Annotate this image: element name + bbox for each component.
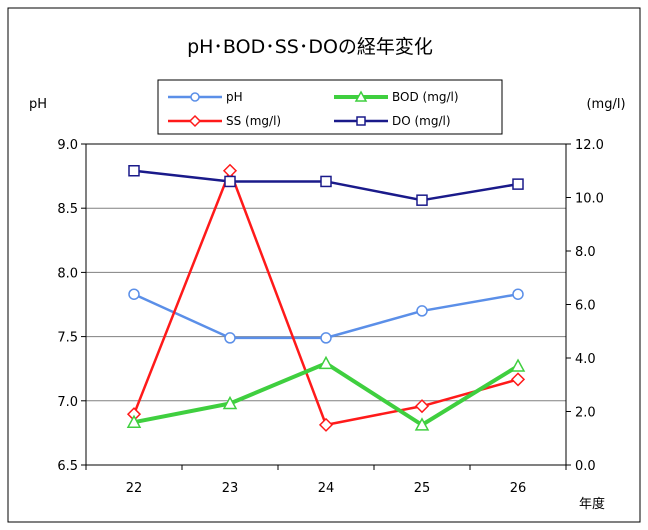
right-tick-label: 6.0 [575,299,596,314]
left-tick-label: 8.5 [57,202,78,217]
bod-point [126,414,142,428]
right-tick-label: 12.0 [575,138,604,153]
left-tick-label: 7.0 [57,395,78,410]
x-tick-label: 23 [222,481,239,496]
ph-point [224,332,236,344]
x-tick-label: 24 [318,481,335,496]
ph-point [128,288,140,300]
ph-point [320,332,332,344]
right-tick-label: 4.0 [575,352,596,367]
bod-point [414,417,430,431]
x-tick-label: 26 [510,481,527,496]
right-tick-label: 2.0 [575,406,596,421]
right-axis-label: (mg/l) [586,97,625,112]
right-tick-label: 8.0 [575,245,596,260]
right-tick-label: 10.0 [575,192,604,207]
series-layer [126,163,526,432]
legend-box [157,79,503,135]
x-axis-label: 年度 [579,496,605,512]
legend-ph-marker [190,92,200,102]
do-point [416,194,428,206]
legend-do-marker [356,116,366,126]
do-point [512,178,524,190]
chart-title: pH･BOD･SS･DOの経年変化 [187,36,433,58]
x-tick-label: 22 [126,481,143,496]
legend-ss-marker [188,114,202,128]
x-tick-label: 25 [414,481,431,496]
ph-point [512,288,524,300]
axes: 6.5 7.0 7.5 8.0 8.5 9.0 0.0 2.0 4.0 6.0 8.0 10.0 12.… [57,138,604,496]
bod-point [318,355,334,370]
left-tick-label: 8.0 [57,266,78,281]
left-tick-label: 7.5 [57,331,78,346]
left-tick-label: 9.0 [57,138,78,153]
legend: pH SS (mg/l) BOD (mg/l) DO (mg/l) [157,79,503,135]
bod-point [510,358,526,372]
ss-point [510,372,526,387]
legend-bod-label: BOD (mg/l) [392,90,459,104]
legend-do-label: DO (mg/l) [392,114,451,128]
do-point [224,175,236,188]
left-tick-label: 6.5 [57,459,78,474]
do-point [128,165,140,177]
right-tick-label: 0.0 [575,459,596,474]
legend-bod-marker [354,90,368,102]
bod-point [222,395,238,410]
legend-ph-label: pH [226,90,243,104]
left-axis-label: pH [29,97,47,112]
legend-ss-label: SS (mg/l) [226,114,281,128]
ph-point [416,305,428,317]
ss-point [414,399,430,414]
ss-point [318,417,334,432]
do-point [320,175,332,188]
